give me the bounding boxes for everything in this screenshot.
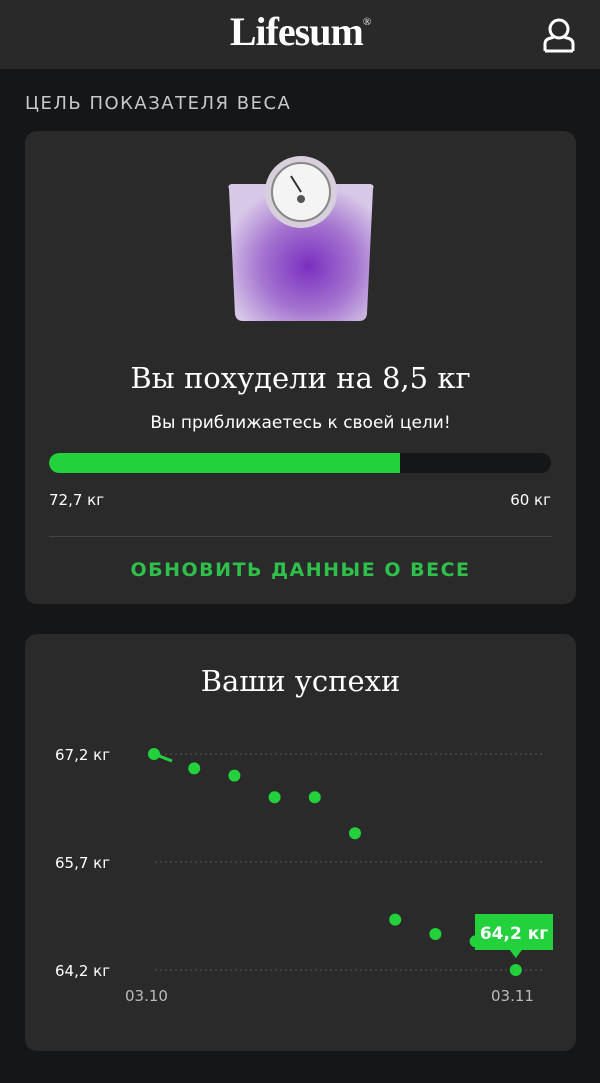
data-point bbox=[389, 913, 402, 926]
data-point bbox=[509, 964, 522, 976]
y-tick-label: 67,2 кг bbox=[55, 746, 110, 764]
divider bbox=[49, 536, 552, 537]
weight-chart: 67,2 кг 65,7 кг 64,2 кг 03.10 03.11 64,2 кг bbox=[55, 746, 553, 1005]
y-tick-label: 65,7 кг bbox=[55, 854, 110, 872]
logo-text: Lifesum bbox=[229, 9, 364, 54]
start-weight-label: 72,7 кг bbox=[49, 491, 105, 509]
encouragement-text: Вы приближаетесь к своей цели! bbox=[150, 413, 451, 433]
goal-progress-bar bbox=[49, 453, 551, 473]
goal-progress-fill bbox=[49, 453, 401, 473]
data-point bbox=[228, 769, 241, 782]
data-point bbox=[148, 748, 160, 760]
weight-lost-headline: Вы похудели на 8,5 кг bbox=[130, 361, 471, 395]
data-point bbox=[188, 762, 201, 775]
registered-mark: ® bbox=[362, 16, 371, 28]
progress-card: Ваши успехи 67,2 кг 65,7 кг 64,2 кг 03.10 03… bbox=[25, 634, 576, 1051]
data-point bbox=[429, 928, 442, 940]
lifesum-logo[interactable]: Lifesum® bbox=[0, 8, 600, 55]
x-tick-label: 03.10 bbox=[125, 987, 168, 1005]
user-icon[interactable] bbox=[540, 16, 578, 54]
tooltip-pointer bbox=[509, 950, 522, 958]
scale-illustration bbox=[228, 156, 374, 321]
value-tooltip bbox=[475, 914, 553, 950]
top-bar: Lifesum® bbox=[0, 0, 600, 69]
data-point bbox=[308, 791, 321, 804]
y-tick-label: 64,2 кг bbox=[55, 962, 110, 980]
x-tick-label: 03.11 bbox=[491, 987, 534, 1005]
section-title: ЦЕЛЬ ПОКАЗАТЕЛЯ ВЕСА bbox=[25, 93, 292, 114]
data-point bbox=[268, 791, 281, 804]
data-point bbox=[349, 827, 361, 840]
weight-goal-card: Вы похудели на 8,5 кг Вы приближаетесь к… bbox=[25, 131, 576, 604]
goal-weight-label: 60 кг bbox=[510, 491, 551, 509]
update-weight-button[interactable]: ОБНОВИТЬ ДАННЫЕ О ВЕСЕ bbox=[130, 559, 471, 581]
tooltip-label: 64,2 кг bbox=[480, 924, 548, 944]
progress-title: Ваши успехи bbox=[200, 664, 401, 698]
